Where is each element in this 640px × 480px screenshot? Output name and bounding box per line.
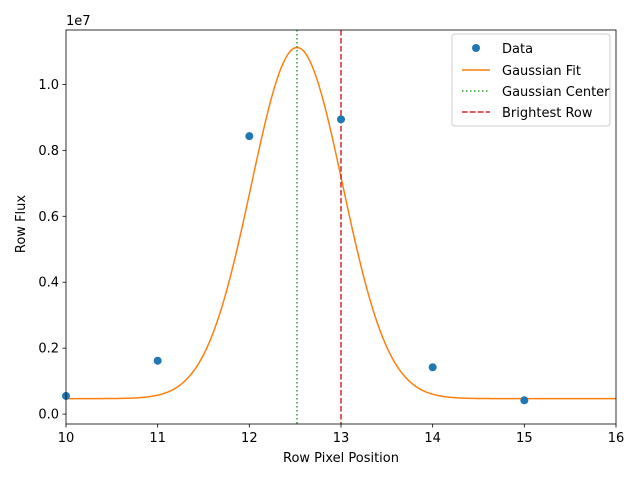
x-tick-label: 14 [424,431,441,446]
y-axis-label: Row Flux [14,195,29,253]
x-tick-label: 13 [333,431,350,446]
data-point [428,363,437,372]
legend-box [451,33,611,127]
legend-label-gaussian-fit: Gaussian Fit [502,64,581,79]
data-point [245,132,254,141]
axes: 10 11 12 13 14 15 16 0.0 0.2 0.4 0.6 0.8 1.0 [38,29,625,446]
legend-label-brightest-row: Brightest Row [502,106,593,121]
x-tick-label: 16 [608,431,625,446]
y-tick-label: 0.6 [38,210,59,225]
y-tick-label: 0.8 [38,144,59,159]
x-tick-label: 10 [58,431,75,446]
x-tick-label: 12 [241,431,258,446]
y-tick-label: 0.0 [38,408,59,423]
legend-label-data: Data [502,42,533,57]
legend-label-gaussian-center: Gaussian Center [502,85,610,100]
y-tick-label: 0.4 [38,276,59,291]
x-tick-label: 11 [149,431,166,446]
data-point [520,396,529,405]
legend: Data Gaussian Fit Gaussian Center Bright… [451,33,611,127]
y-tick-label: 0.2 [38,342,59,357]
y-tick-label: 1.0 [38,78,59,93]
y-offset-label: 1e7 [66,14,91,29]
data-point [337,115,345,124]
plot-area [62,30,616,424]
x-axis-label: Row Pixel Position [283,451,399,466]
x-tick-label: 15 [516,431,533,446]
data-point [153,356,162,365]
legend-marker-data [472,44,480,52]
